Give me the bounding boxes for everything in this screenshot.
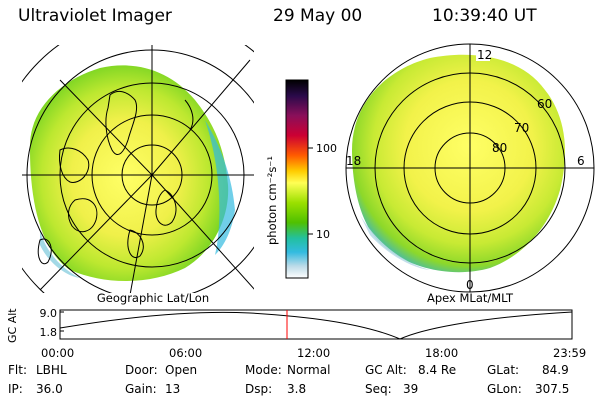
right-caption: Apex MLat/MLT [427, 291, 514, 305]
time-tick-0600: 06:00 [169, 346, 203, 360]
door-value: Open [165, 363, 198, 377]
dsp-value: 3.8 [287, 382, 307, 396]
altitude-ytick-9: 9.0 [40, 307, 58, 320]
time-tick-2359: 23:59 [553, 346, 587, 360]
seq-value: 39 [403, 382, 419, 396]
mlt-label-18: 18 [346, 154, 361, 168]
glat-value: 84.9 [542, 363, 569, 377]
gcalt-label: GC Alt: [365, 363, 407, 377]
flt-value: LBHL [36, 363, 67, 377]
altitude-ytick-1.8: 1.8 [40, 326, 58, 339]
gain-label: Gain: [125, 382, 157, 396]
ip-label: IP: [8, 382, 23, 396]
time-tick-0000: 00:00 [41, 346, 75, 360]
gain-value: 13 [165, 382, 181, 396]
door-label: Door: [125, 363, 158, 377]
colorbar-tick-100: 100 [316, 142, 337, 155]
mode-label: Mode: [245, 363, 282, 377]
mlat-label-60: 60 [537, 97, 552, 111]
mlat-label-70: 70 [514, 121, 529, 135]
colorbar-ticks [308, 147, 313, 235]
time-label: 10:39:40 UT [432, 6, 537, 26]
altitude-ylabel: GC Alt [6, 308, 19, 343]
aurora-image-left [29, 65, 229, 282]
altitude-strip [59, 309, 573, 340]
glon-value: 307.5 [535, 382, 570, 396]
instrument-title: Ultraviolet Imager [18, 6, 172, 26]
colorbar-tick-10: 10 [316, 228, 330, 241]
aurora-image-right [352, 54, 565, 273]
mlt-label-0: 0 [466, 278, 474, 292]
time-tick-1800: 18:00 [425, 346, 459, 360]
gcalt-value: 8.4 Re [418, 363, 457, 377]
mlat-label-80: 80 [492, 141, 507, 155]
mlt-label-12: 12 [477, 48, 492, 62]
colorbar-label: photon cm⁻²s⁻¹ [265, 156, 279, 245]
mode-value: Normal [287, 363, 331, 377]
flt-label: Flt: [8, 363, 27, 377]
colorbar [285, 79, 309, 279]
glat-label: GLat: [487, 363, 520, 377]
ip-value: 36.0 [36, 382, 63, 396]
mlt-label-6: 6 [577, 154, 585, 168]
glon-label: GLon: [487, 382, 522, 396]
left-caption: Geographic Lat/Lon [97, 291, 209, 305]
geographic-map [22, 45, 254, 293]
time-tick-1200: 12:00 [297, 346, 331, 360]
date-label: 29 May 00 [273, 6, 363, 26]
seq-label: Seq: [365, 382, 392, 396]
mlt-polar-map [345, 43, 595, 293]
dsp-label: Dsp: [245, 382, 273, 396]
